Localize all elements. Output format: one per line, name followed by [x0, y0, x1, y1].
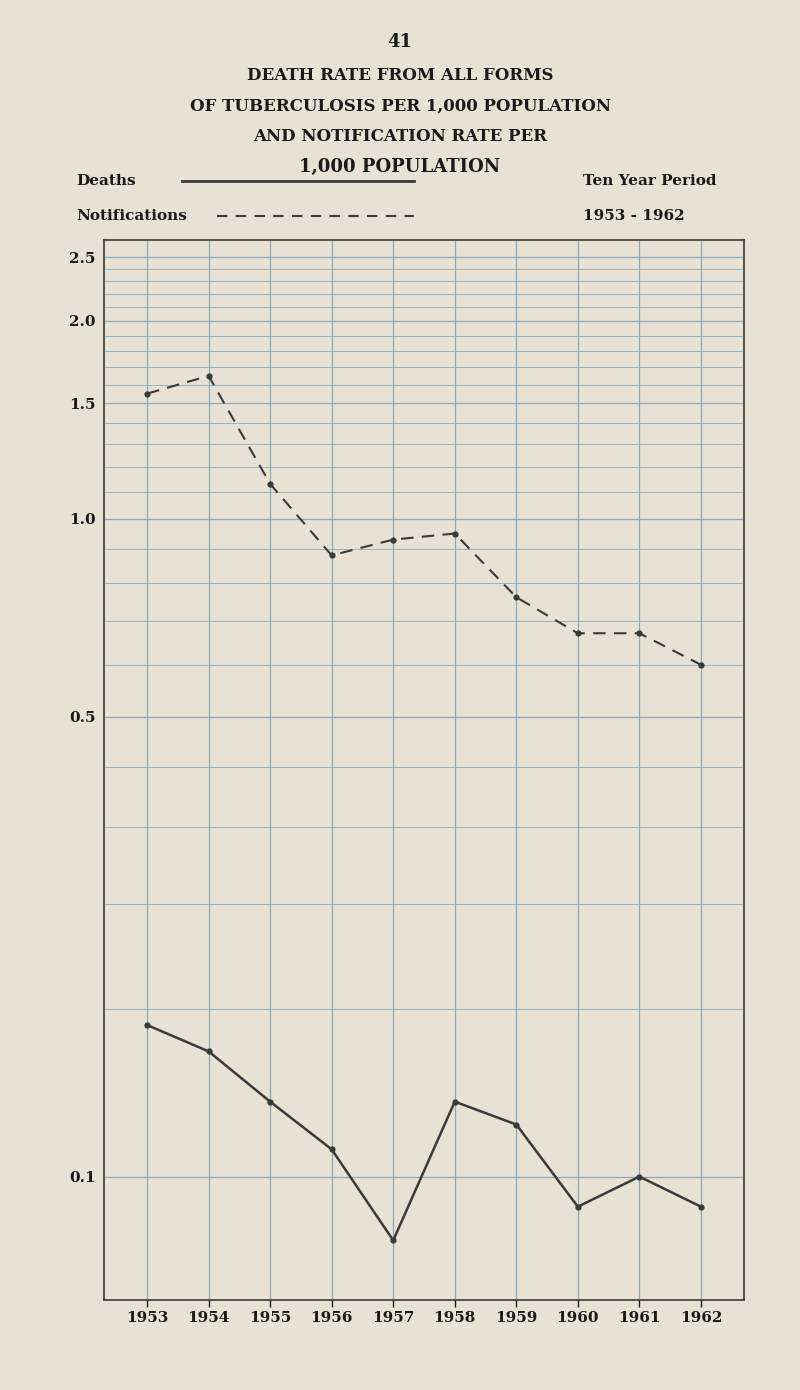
Text: Ten Year Period: Ten Year Period	[583, 174, 717, 188]
Text: 41: 41	[387, 33, 413, 51]
Text: Notifications: Notifications	[76, 208, 187, 222]
Text: DEATH RATE FROM ALL FORMS: DEATH RATE FROM ALL FORMS	[246, 67, 554, 83]
Text: OF TUBERCULOSIS PER 1,000 POPULATION: OF TUBERCULOSIS PER 1,000 POPULATION	[190, 97, 610, 114]
Text: 1953 - 1962: 1953 - 1962	[583, 208, 685, 222]
Text: AND NOTIFICATION RATE PER: AND NOTIFICATION RATE PER	[253, 128, 547, 145]
Text: 1,000 POPULATION: 1,000 POPULATION	[299, 158, 501, 177]
Text: Deaths: Deaths	[76, 174, 136, 188]
